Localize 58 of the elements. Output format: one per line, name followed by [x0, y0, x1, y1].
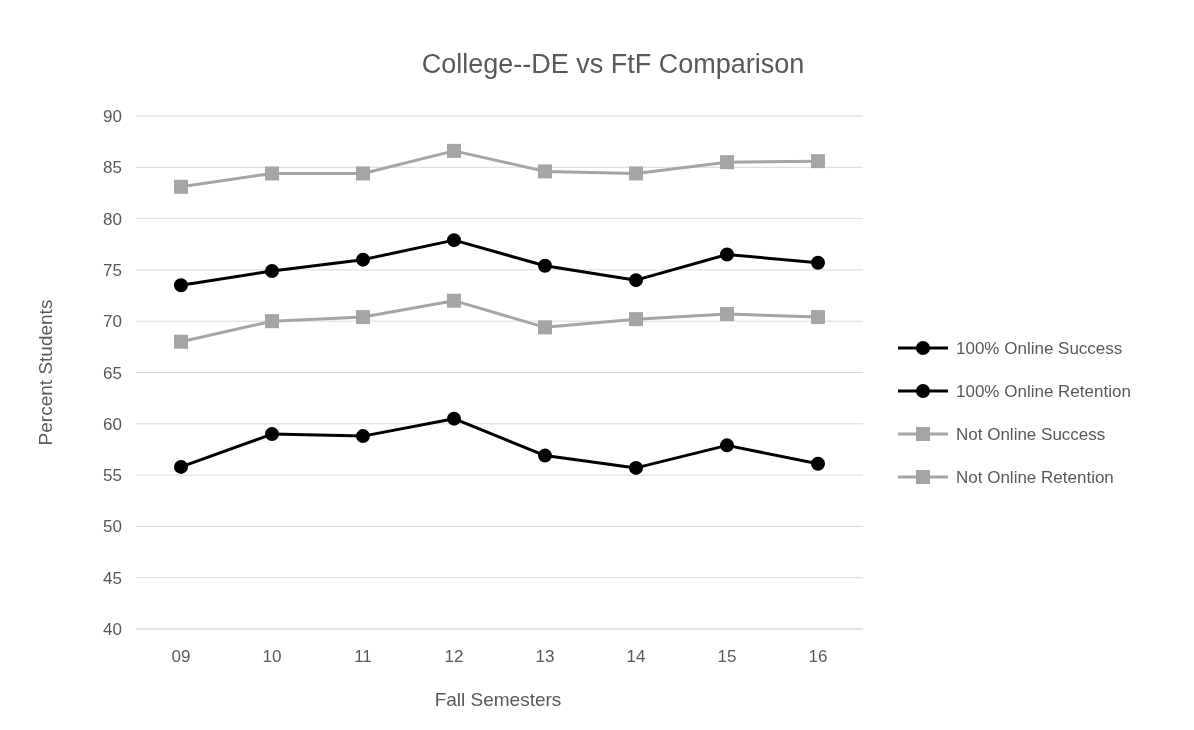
- point: [356, 310, 370, 325]
- point: [538, 320, 552, 335]
- point: [720, 247, 734, 262]
- y-tick-label: 85: [103, 158, 122, 178]
- legend-label: Not Online Retention: [956, 468, 1114, 487]
- y-tick-label: 70: [103, 312, 122, 332]
- point: [447, 143, 461, 158]
- x-tick-label: 10: [262, 647, 282, 666]
- legend-label: Not Online Success: [956, 425, 1106, 444]
- y-tick-label: 40: [103, 620, 122, 639]
- y-tick-label: 50: [103, 517, 122, 537]
- point: [538, 448, 552, 463]
- point: [174, 459, 188, 474]
- point: [447, 411, 461, 426]
- point: [174, 179, 188, 194]
- point: [538, 258, 552, 273]
- legend-label: 100% Online Success: [956, 339, 1123, 358]
- point: [538, 164, 552, 179]
- point: [629, 166, 643, 181]
- point: [447, 233, 461, 248]
- legend-label: 100% Online Retention: [956, 382, 1131, 401]
- x-tick-label: 09: [171, 647, 191, 666]
- y-tick-label: 90: [103, 107, 122, 126]
- x-tick-label: 14: [626, 647, 646, 666]
- y-tick-label: 75: [103, 260, 122, 280]
- point: [629, 460, 643, 475]
- x-tick-label: 13: [535, 647, 555, 666]
- point: [629, 312, 643, 327]
- point: [811, 255, 825, 270]
- y-tick-label: 55: [103, 466, 122, 486]
- point: [629, 273, 643, 288]
- chart-title: College--DE vs FtF Comparison: [421, 49, 805, 79]
- point: [265, 263, 279, 278]
- point: [720, 307, 734, 322]
- point: [447, 293, 461, 308]
- y-axis-title: Percent Students: [35, 299, 56, 446]
- point: [356, 166, 370, 181]
- x-tick-label: 12: [444, 647, 464, 666]
- x-tick-label: 16: [808, 647, 828, 666]
- point: [720, 438, 734, 453]
- point: [265, 166, 279, 181]
- x-tick-label: 11: [354, 647, 372, 666]
- point: [174, 278, 188, 293]
- x-tick-label: 15: [717, 647, 737, 666]
- point: [265, 427, 279, 442]
- point: [811, 310, 825, 325]
- point: [174, 334, 188, 349]
- point: [811, 154, 825, 169]
- y-tick-label: 80: [103, 209, 122, 229]
- point: [720, 155, 734, 170]
- x-axis-title: Fall Semesters: [434, 689, 562, 710]
- point: [356, 429, 370, 444]
- point: [356, 252, 370, 267]
- y-tick-label: 65: [103, 363, 122, 383]
- y-tick-label: 45: [103, 568, 122, 588]
- point: [265, 314, 279, 329]
- y-tick-label: 60: [103, 414, 122, 434]
- point: [811, 456, 825, 471]
